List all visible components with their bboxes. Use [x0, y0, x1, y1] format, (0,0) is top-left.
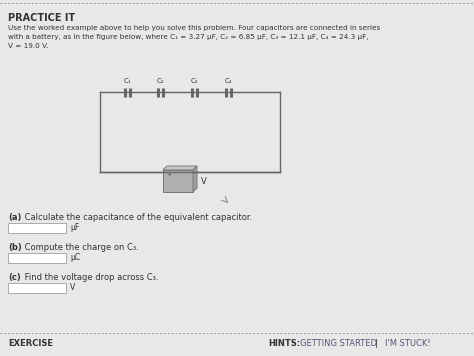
Text: (a): (a)	[8, 213, 21, 222]
Text: C₄: C₄	[225, 78, 232, 84]
Text: C₂: C₂	[157, 78, 164, 84]
Text: GETTING STARTED: GETTING STARTED	[300, 339, 377, 347]
Text: HINTS:: HINTS:	[268, 339, 300, 347]
FancyBboxPatch shape	[8, 253, 66, 263]
FancyBboxPatch shape	[8, 283, 66, 293]
Text: C₃: C₃	[191, 78, 198, 84]
Text: Calculate the capacitance of the equivalent capacitor.: Calculate the capacitance of the equival…	[22, 213, 252, 222]
Text: I'M STUCK!: I'M STUCK!	[385, 339, 430, 347]
Text: μC: μC	[70, 253, 80, 262]
Polygon shape	[163, 166, 197, 170]
Text: with a battery, as in the figure below, where C₁ = 3.27 μF, C₂ = 6.85 μF, C₃ = 1: with a battery, as in the figure below, …	[8, 34, 368, 40]
Text: (b): (b)	[8, 243, 22, 252]
Text: EXERCISE: EXERCISE	[8, 339, 53, 347]
Polygon shape	[193, 166, 197, 192]
Text: Use the worked example above to help you solve this problem. Four capacitors are: Use the worked example above to help you…	[8, 25, 380, 31]
Text: |: |	[375, 339, 378, 347]
Text: V: V	[201, 177, 207, 185]
FancyBboxPatch shape	[8, 223, 66, 233]
FancyBboxPatch shape	[163, 170, 193, 192]
Text: PRACTICE IT: PRACTICE IT	[8, 13, 75, 23]
Text: (c): (c)	[8, 273, 21, 282]
Text: +: +	[166, 172, 171, 177]
Text: Find the voltage drop across C₃.: Find the voltage drop across C₃.	[22, 273, 158, 282]
Text: C₁: C₁	[124, 78, 131, 84]
Text: V = 19.0 V.: V = 19.0 V.	[8, 43, 48, 49]
Text: Compute the charge on C₃.: Compute the charge on C₃.	[22, 243, 139, 252]
Text: μF: μF	[70, 224, 79, 232]
Text: V: V	[70, 283, 75, 293]
